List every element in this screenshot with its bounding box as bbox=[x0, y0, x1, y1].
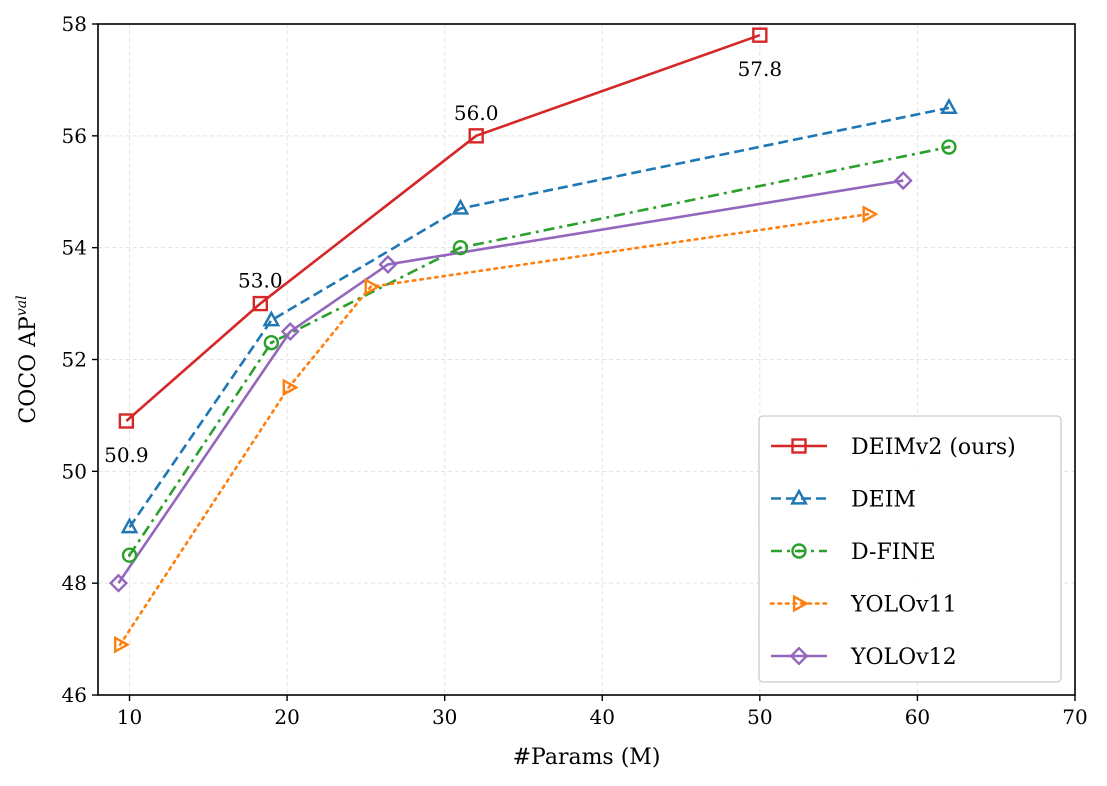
x-tick-label: 20 bbox=[274, 705, 299, 729]
legend-label: YOLOv12 bbox=[850, 645, 957, 670]
marker-diamond bbox=[378, 254, 398, 274]
marker-circle-dot bbox=[458, 246, 463, 250]
legend: DEIMv2 (ours) DEIM D-FINE YOLOv11 YOLOv12 bbox=[758, 415, 1062, 683]
marker-diamond bbox=[789, 646, 809, 666]
marker-circle bbox=[121, 547, 138, 563]
x-tick-label: 30 bbox=[432, 705, 457, 729]
marker-square bbox=[791, 438, 807, 454]
marker-triangle-up bbox=[262, 310, 281, 327]
marker-square bbox=[468, 128, 484, 144]
legend-label: YOLOv11 bbox=[850, 593, 957, 618]
marker-triangle-up bbox=[120, 517, 139, 534]
y-axis-title: COCO APval bbox=[14, 295, 41, 423]
marker-circle-dot bbox=[127, 553, 132, 557]
x-tick-label: 10 bbox=[117, 705, 142, 729]
series-line bbox=[125, 33, 761, 422]
marker-diamond bbox=[893, 171, 913, 191]
series-line bbox=[117, 179, 904, 584]
marker-circle bbox=[791, 543, 807, 559]
legend-label: D-FINE bbox=[851, 540, 936, 565]
marker-triangle-right bbox=[364, 277, 381, 296]
legend-label: DEIMv2 (ours) bbox=[851, 435, 1016, 460]
marker-triangle-right bbox=[113, 635, 131, 654]
x-axis-title: #Params (M) bbox=[513, 745, 661, 770]
y-tick-label: 50 bbox=[62, 459, 87, 483]
marker-triangle-up bbox=[940, 97, 958, 114]
marker-circle-dot bbox=[947, 145, 951, 149]
y-tick-label: 48 bbox=[62, 571, 87, 595]
marker-triangle-right bbox=[792, 594, 809, 613]
marker-triangle-up bbox=[790, 488, 808, 505]
data-label: 56.0 bbox=[454, 101, 499, 125]
y-axis-ticks: 46 48 50 52 54 56 58 bbox=[62, 12, 98, 707]
marker-circle-ring bbox=[791, 543, 807, 559]
y-tick-label: 54 bbox=[62, 236, 87, 260]
x-tick-label: 60 bbox=[905, 705, 930, 729]
marker-circle-dot bbox=[269, 341, 273, 345]
marker-triangle-right bbox=[282, 378, 299, 397]
x-axis-ticks: 10 20 30 40 50 60 70 bbox=[117, 695, 1088, 729]
y-axis-title-base: COCO AP bbox=[16, 316, 41, 424]
series-markers bbox=[108, 27, 958, 654]
marker-circle-dot bbox=[797, 549, 801, 553]
x-tick-label: 50 bbox=[747, 705, 772, 729]
data-label: 57.8 bbox=[738, 57, 783, 81]
series-line bbox=[118, 212, 870, 646]
marker-circle-ring bbox=[941, 139, 957, 155]
marker-circle-ring bbox=[452, 239, 469, 256]
y-axis-title-superscript: val bbox=[14, 295, 30, 316]
series-lines bbox=[117, 33, 950, 646]
marker-circle bbox=[452, 239, 469, 256]
y-tick-label: 58 bbox=[62, 12, 87, 36]
marker-triangle-up bbox=[451, 198, 470, 215]
data-label: 50.9 bbox=[104, 443, 149, 467]
marker-circle-ring bbox=[121, 547, 138, 563]
marker-square bbox=[752, 27, 768, 43]
marker-circle-ring bbox=[263, 335, 280, 351]
marker-diamond bbox=[108, 573, 128, 593]
data-label: 53.0 bbox=[238, 269, 283, 293]
marker-circle bbox=[941, 139, 957, 155]
series-line bbox=[128, 145, 950, 556]
series-line bbox=[128, 106, 950, 528]
marker-triangle-right bbox=[862, 205, 879, 223]
marker-square bbox=[118, 413, 135, 429]
y-tick-label: 46 bbox=[62, 683, 87, 707]
legend-label: DEIM bbox=[851, 488, 916, 513]
x-tick-label: 40 bbox=[590, 705, 615, 729]
marker-diamond bbox=[280, 322, 300, 342]
y-tick-label: 52 bbox=[62, 348, 87, 372]
marker-circle bbox=[263, 335, 280, 351]
x-tick-label: 70 bbox=[1062, 705, 1087, 729]
legend-frame bbox=[758, 415, 1062, 683]
data-labels: 50.9 53.0 56.0 57.8 bbox=[104, 57, 782, 467]
y-tick-label: 56 bbox=[62, 124, 87, 148]
marker-square bbox=[252, 295, 269, 312]
